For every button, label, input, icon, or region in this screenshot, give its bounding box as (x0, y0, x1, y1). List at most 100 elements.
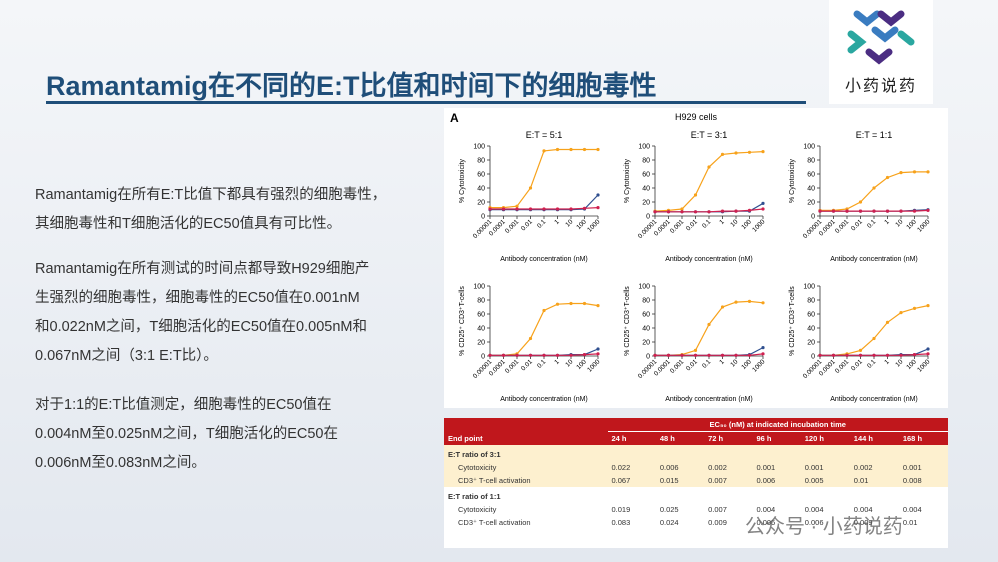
header-cell: 120 h (800, 431, 850, 445)
x-tick-label: 0.1 (536, 358, 548, 370)
y-tick-label: 20 (642, 340, 650, 347)
data-point (596, 206, 600, 210)
data-point (747, 353, 752, 357)
paragraph-line: Ramantamig在所有E:T比值下都具有强烈的细胞毒性， (35, 187, 387, 203)
x-tick-label: 0.1 (701, 358, 713, 370)
x-axis-label: Antibody concentration (nM) (665, 396, 753, 403)
x-axis-label: Antibody concentration (nM) (500, 256, 588, 263)
data-point (761, 352, 765, 356)
data-point (720, 353, 725, 357)
y-tick-label: 20 (477, 340, 485, 347)
cell: 0.006 (659, 463, 679, 472)
y-tick-label: 0 (646, 214, 650, 221)
cell: 0.067 (611, 476, 631, 485)
data-point (680, 210, 684, 214)
header-cell: 24 h (607, 431, 656, 445)
logo-icon (847, 10, 915, 65)
y-axis-label: % CD25⁺ CD3⁺T-cells (459, 286, 466, 356)
data-point (885, 209, 890, 213)
x-tick-label: 10 (729, 358, 739, 368)
x-tick-label: 0.001 (669, 358, 686, 375)
data-point (912, 306, 917, 310)
cell: 0.004 (756, 505, 776, 514)
table: EC₅₀ (nM) at indicated incubation time En… (444, 418, 948, 529)
data-point (720, 209, 725, 213)
data-point (542, 353, 546, 357)
data-point (747, 150, 752, 154)
data-point (761, 201, 765, 205)
y-tick-label: 100 (638, 144, 650, 151)
data-point (680, 207, 684, 211)
header-row: End point 24 h 48 h 72 h 96 h 120 h 144 h 168 h (444, 431, 948, 445)
header-cell: 144 h (849, 431, 899, 445)
cell: 0.022 (611, 463, 631, 472)
data-point (858, 348, 863, 352)
y-tick-label: 40 (642, 186, 650, 193)
data-point (653, 210, 657, 214)
data-point (720, 305, 725, 309)
data-point (831, 209, 836, 213)
cell: 0.019 (611, 505, 631, 514)
data-point (596, 304, 600, 308)
cell: 0.024 (659, 518, 679, 527)
data-point (720, 152, 725, 156)
data-point (845, 209, 849, 213)
data-point (569, 353, 573, 357)
series-line (654, 151, 764, 212)
header-cell: 168 h (898, 431, 948, 445)
data-point (707, 353, 711, 357)
y-tick-label: 60 (477, 312, 485, 319)
data-point (555, 207, 560, 211)
x-axis-label: Antibody concentration (nM) (830, 256, 918, 263)
paragraph-line: 对于1:1的E:T比值测定，细胞毒性的EC50值在 (35, 397, 332, 413)
chart-title: E:T = 3:1 (691, 130, 728, 140)
y-axis-label: % Cytotoxicity (789, 159, 796, 203)
data-point (761, 150, 765, 154)
cell: 0.007 (708, 505, 727, 514)
paragraph-line: 0.067nM之间（3:1 E:T比）。 (35, 348, 218, 364)
x-axis-label: Antibody concentration (nM) (500, 396, 588, 403)
cell: 0.001 (804, 463, 824, 472)
data-point (761, 207, 765, 211)
y-tick-label: 100 (638, 284, 650, 291)
data-point (761, 346, 765, 350)
y-tick-label: 40 (807, 326, 815, 333)
data-point (747, 299, 752, 303)
data-point (707, 210, 711, 214)
x-tick-label: 0.01 (850, 218, 864, 232)
data-point (693, 348, 698, 352)
data-point (818, 353, 822, 357)
y-tick-label: 80 (807, 158, 815, 165)
data-point (680, 353, 684, 357)
data-point (693, 193, 698, 197)
data-point (926, 347, 930, 351)
x-tick-label: 1000 (916, 358, 931, 373)
data-point (582, 147, 587, 152)
data-point (596, 352, 600, 356)
super-header: EC₅₀ (nM) at indicated incubation time (607, 418, 948, 432)
data-point (899, 209, 903, 213)
cell: 0.005 (804, 476, 824, 485)
data-point (912, 170, 917, 174)
y-tick-label: 80 (807, 298, 815, 305)
cell: 0.002 (708, 463, 727, 472)
logo: 小药说药 (829, 0, 933, 104)
figure: A H929 cells E:T = 5:10204060801000.0000… (450, 111, 932, 404)
chart-title: E:T = 1:1 (856, 130, 893, 140)
x-tick-label: 1 (718, 218, 726, 226)
series-line (655, 300, 764, 356)
cell: 0.006 (756, 476, 776, 485)
y-tick-label: 0 (481, 354, 485, 361)
x-tick-label: 0.001 (834, 358, 851, 375)
watermark: 公众号 · 小药说药 (745, 516, 903, 538)
x-tick-label: 0.001 (504, 358, 521, 375)
data-point (734, 353, 738, 357)
y-tick-label: 100 (473, 284, 485, 291)
x-tick-label: 0.01 (685, 358, 699, 372)
data-point (501, 353, 506, 357)
data-point (926, 304, 930, 308)
data-point (926, 352, 930, 356)
cell: CD3⁺ T-cell activation (458, 476, 531, 485)
